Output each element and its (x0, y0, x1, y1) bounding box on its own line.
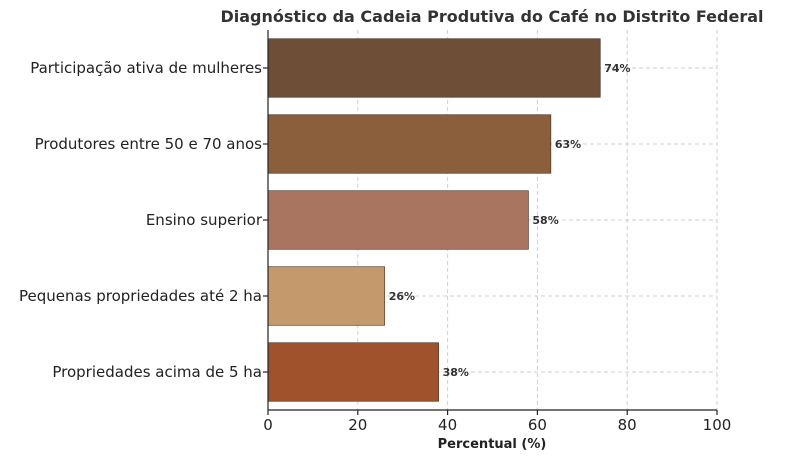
bar-value-label: 63% (555, 138, 581, 151)
x-tick-label: 40 (438, 416, 457, 434)
category-label: Propriedades acima de 5 ha (52, 363, 262, 381)
bar-value-label: 26% (389, 290, 415, 303)
category-label: Participação ativa de mulheres (30, 59, 262, 77)
x-tick-label: 80 (618, 416, 637, 434)
x-axis-label: Percentual (%) (438, 437, 547, 452)
bar (267, 342, 439, 402)
bar (267, 38, 601, 98)
category-label: Pequenas propriedades até 2 ha (19, 287, 262, 305)
x-tick-label: 20 (348, 416, 367, 434)
bar (267, 266, 386, 326)
x-tick-label: 0 (263, 416, 273, 434)
bar-value-label: 58% (532, 214, 558, 227)
bar-value-label: 38% (443, 366, 469, 379)
category-label: Ensino superior (146, 211, 263, 229)
bar-value-label: 74% (604, 62, 630, 75)
x-tick-label: 60 (528, 416, 547, 434)
axis-layer (263, 30, 718, 415)
bar (267, 190, 529, 250)
chart-title: Diagnóstico da Cadeia Produtiva do Café … (220, 7, 763, 26)
label-layer: 0 20 40 60 80 100 Participação ativa de mulher… (19, 59, 731, 434)
bar (267, 114, 552, 174)
category-label: Produtores entre 50 e 70 anos (35, 135, 263, 153)
x-tick-label: 100 (703, 416, 732, 434)
